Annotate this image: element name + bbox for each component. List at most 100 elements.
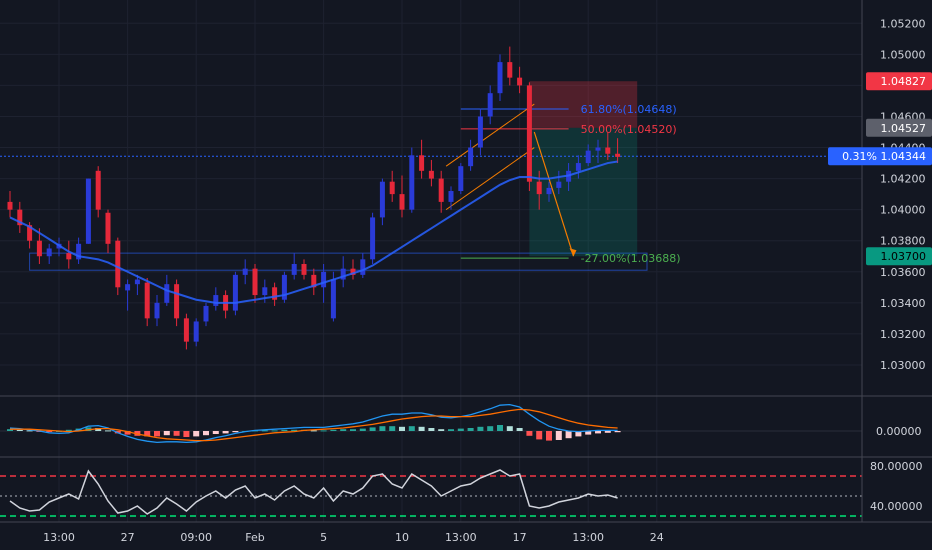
macd-histogram-bar <box>183 431 190 437</box>
price-tick-label: 1.03200 <box>880 328 926 341</box>
candle-body <box>360 259 366 275</box>
macd-histogram-bar <box>438 429 445 431</box>
macd-histogram-bar <box>477 426 484 431</box>
candle-body <box>448 191 454 202</box>
candle-body <box>428 170 434 179</box>
macd-histogram-bar <box>448 429 454 431</box>
macd-histogram-bar <box>193 431 200 437</box>
macd-histogram-bar <box>418 426 425 431</box>
macd-histogram-bar <box>232 431 239 433</box>
candle-body <box>585 150 591 164</box>
fib-level-label: 61.80%(1.04648) <box>581 103 677 116</box>
candle-body <box>105 212 111 244</box>
rsi-tick-label: 40.00000 <box>870 500 923 513</box>
candle-body <box>95 170 101 210</box>
price-tick-label: 1.04200 <box>880 173 926 186</box>
candle-body <box>399 194 405 210</box>
candle-body <box>213 295 219 306</box>
candle-body <box>419 155 425 171</box>
macd-histogram-bar <box>320 430 327 432</box>
candle-body <box>272 287 278 300</box>
candle-body <box>301 264 307 275</box>
candle-body <box>115 240 121 288</box>
candle-body <box>370 217 376 260</box>
price-pane[interactable]: 61.80%(1.04648) 50.00%(1.04520) -27.00%(1.… <box>0 46 862 350</box>
candle-body <box>340 268 346 280</box>
macd-histogram-bar <box>389 426 396 431</box>
macd-tick-label: 0.00000 <box>876 425 922 438</box>
candle-body <box>262 287 268 296</box>
macd-histogram-bar <box>497 425 503 431</box>
price-tag-box <box>866 247 932 266</box>
candle-body <box>252 268 258 296</box>
macd-histogram-bar <box>536 431 543 440</box>
candle-body <box>281 274 287 300</box>
price-tick-label: 1.04000 <box>880 204 926 217</box>
candle-body <box>203 305 209 322</box>
candle-body <box>66 253 72 260</box>
macd-histogram-bar <box>555 431 562 440</box>
support-zone <box>29 252 648 271</box>
candle-body <box>615 153 621 157</box>
candle-body <box>291 264 297 275</box>
macd-histogram-bar <box>144 431 151 437</box>
macd-histogram-bar <box>399 426 405 431</box>
candle-body <box>164 284 170 303</box>
candle-body <box>46 248 52 257</box>
candle-body <box>154 302 160 319</box>
rsi-pane[interactable] <box>0 469 862 517</box>
time-tick-label: 13:00 <box>445 531 477 544</box>
candle-body <box>517 77 523 86</box>
price-tag-label: 1.04827 <box>881 75 927 88</box>
forecast-arrow-head <box>569 248 577 257</box>
time-tick-label: 24 <box>650 531 664 544</box>
candle-body <box>458 166 464 192</box>
candle-body <box>468 147 474 167</box>
price-tag-box <box>866 118 932 137</box>
candle-body <box>27 225 33 241</box>
macd-histogram-bar <box>350 429 356 431</box>
macd-histogram-bar <box>614 431 621 433</box>
macd-histogram-bar <box>222 431 229 434</box>
macd-histogram-bar <box>369 427 376 431</box>
macd-histogram-bar <box>428 428 435 431</box>
macd-histogram-bar <box>163 431 170 436</box>
macd-histogram-bar <box>516 428 523 431</box>
macd-histogram-bar <box>310 430 317 432</box>
candle-body <box>477 116 483 148</box>
macd-histogram-bar <box>595 431 601 434</box>
candle-body <box>144 282 150 319</box>
candle-body <box>125 284 131 291</box>
candle-body <box>487 93 493 117</box>
price-tick-label: 1.03400 <box>880 297 926 310</box>
candle-body <box>497 62 503 94</box>
macd-histogram-bar <box>487 426 494 431</box>
time-tick-label: 13:00 <box>43 531 75 544</box>
candle-body <box>409 155 415 210</box>
price-tag-label: 1.04527 <box>881 122 927 135</box>
price-tag-box <box>828 147 932 166</box>
time-tick-label: 5 <box>320 531 327 544</box>
price-tick-label: 1.05000 <box>880 48 926 61</box>
candle-body <box>556 181 562 188</box>
time-tick-label: 17 <box>513 531 527 544</box>
macd-signal-line <box>10 408 618 442</box>
macd-pane[interactable] <box>0 403 862 444</box>
macd-histogram-bar <box>46 431 53 432</box>
rsi-tick-label: 80.00000 <box>870 460 923 473</box>
price-tick-label: 1.03000 <box>880 359 926 372</box>
candle-body <box>134 279 140 285</box>
macd-histogram-bar <box>585 431 592 435</box>
macd-histogram-bar <box>379 426 386 431</box>
channel-line <box>445 103 535 167</box>
macd-histogram-bar <box>95 428 102 431</box>
macd-histogram-bar <box>457 428 464 431</box>
macd-histogram-bar <box>526 431 533 436</box>
macd-histogram-bar <box>291 429 298 431</box>
macd-histogram-bar <box>26 430 33 432</box>
macd-histogram-bar <box>65 429 72 431</box>
candle-body <box>605 147 611 154</box>
channel-line <box>445 147 535 211</box>
